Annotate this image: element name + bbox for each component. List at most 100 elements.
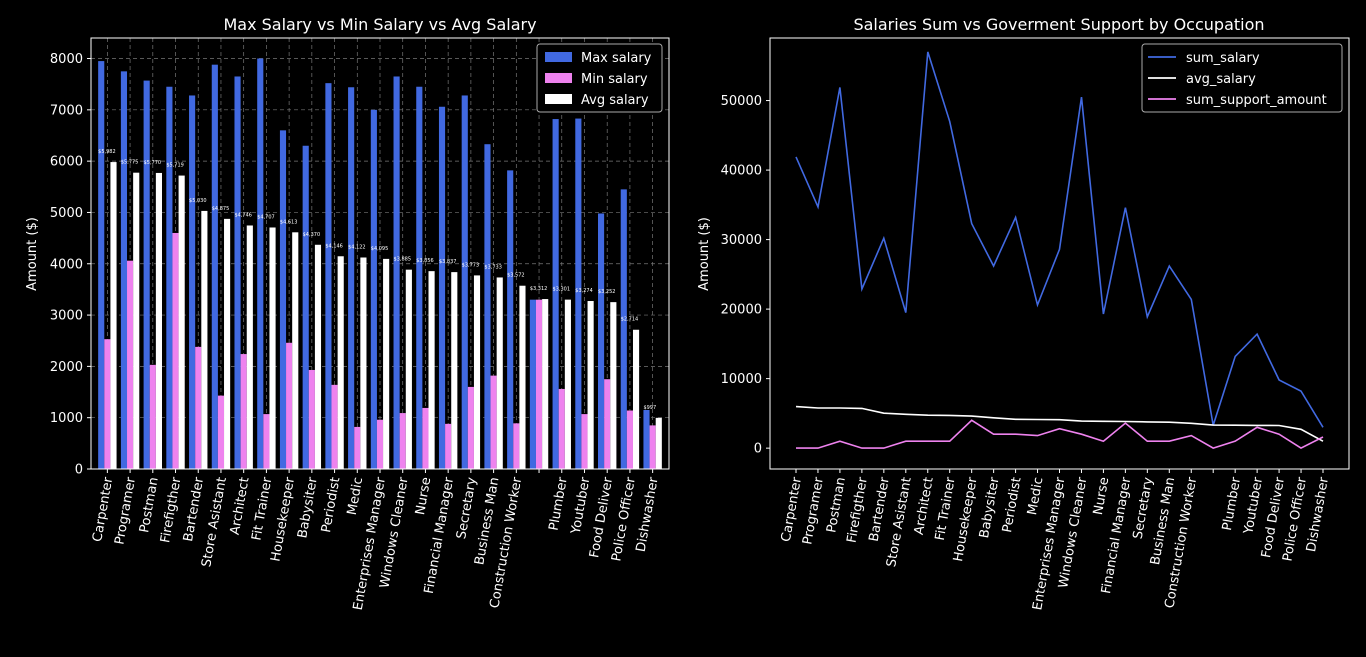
bar-avg-salary — [542, 299, 549, 469]
right-x-tick-label: Periodist — [1000, 476, 1025, 534]
left-legend-label: Min salary — [581, 72, 648, 87]
bar-data-label: $3,885 — [394, 257, 412, 263]
bar-data-label: $3,301 — [553, 287, 571, 293]
bar-min-salary — [604, 379, 611, 469]
bar-min-salary — [331, 384, 338, 469]
right-x-tick-label: Architect — [912, 476, 937, 536]
bar-min-salary — [308, 369, 315, 469]
bar-data-label: $4,746 — [234, 212, 252, 218]
bar-data-label: $4,613 — [280, 219, 298, 225]
right-y-tick-label: 10000 — [721, 372, 762, 387]
bar-avg-salary — [224, 218, 231, 469]
bar-avg-salary — [655, 417, 662, 469]
bar-data-label: $4,122 — [348, 245, 366, 251]
bar-min-salary — [263, 414, 270, 469]
left-y-tick-label: 5000 — [50, 206, 83, 221]
right-legend-label: sum_support_amount — [1186, 93, 1327, 108]
bar-min-salary — [513, 423, 520, 469]
left-bars — [98, 58, 662, 470]
left-x-tick-label: Periodist — [319, 476, 344, 534]
bar-data-label: $997 — [643, 405, 656, 411]
bar-max-salary — [348, 87, 355, 469]
bar-avg-salary — [428, 271, 435, 469]
bar-data-label: $4,707 — [257, 214, 275, 220]
bar-data-label: $5,775 — [121, 160, 139, 166]
bar-min-salary — [217, 395, 225, 469]
right-lines — [795, 51, 1324, 450]
bar-data-label: $2,714 — [621, 317, 639, 323]
left-y-tick-label: 7000 — [50, 103, 83, 118]
bar-avg-salary — [519, 285, 526, 469]
left-y-ticks: 0 1000 2000 3000 4000 5000 6000 7000 8000 — [50, 52, 91, 478]
right-y-tick-label: 0 — [754, 442, 762, 457]
left-x-tick-label: Architect — [228, 476, 253, 536]
left-y-tick-label: 2000 — [50, 360, 83, 375]
bar-data-label: $4,095 — [371, 246, 389, 252]
bar-avg-salary — [610, 302, 617, 469]
bar-min-salary — [195, 346, 202, 469]
bar-max-salary — [166, 86, 173, 469]
right-x-tick-label: Babysiter — [977, 475, 1003, 539]
bar-min-salary — [286, 342, 293, 469]
bar-max-salary — [143, 80, 150, 469]
left-bar-chart: Max Salary vs Min Salary vs Avg Salary A… — [25, 15, 670, 611]
bar-avg-salary — [360, 257, 367, 469]
left-x-tick-label: Medic — [345, 476, 366, 516]
right-x-tick-label: Bartender — [867, 475, 893, 542]
bar-data-label: $3,252 — [598, 289, 616, 295]
left-y-tick-label: 3000 — [50, 309, 83, 324]
bar-max-salary — [552, 119, 559, 470]
bar-max-salary — [461, 95, 468, 469]
bar-avg-salary — [337, 256, 344, 469]
left-x-tick-label: Youtuber — [569, 475, 594, 536]
bar-avg-salary — [292, 232, 299, 469]
bar-max-salary — [189, 95, 196, 469]
bar-max-salary — [393, 76, 400, 469]
right-x-tick-label: Medic — [1025, 476, 1046, 516]
bar-data-label: $5,982 — [98, 149, 116, 155]
bar-data-label: $5,719 — [166, 163, 184, 169]
right-x-tick-label: Postman — [824, 476, 849, 534]
left-x-tick-label: Dishwasher — [634, 475, 662, 553]
bar-max-salary — [98, 61, 105, 469]
bar-avg-salary — [269, 227, 276, 469]
left-x-tick-label: Plumber — [547, 475, 571, 531]
line-sum-salary — [795, 51, 1324, 428]
bar-min-salary — [467, 386, 474, 469]
left-legend-swatch — [545, 52, 572, 62]
bar-min-salary — [535, 299, 543, 469]
bar-max-salary — [234, 76, 241, 469]
bar-max-salary — [120, 71, 128, 469]
left-legend-swatch — [545, 73, 572, 83]
bar-max-salary — [370, 109, 377, 469]
bar-max-salary — [529, 299, 536, 469]
right-y-tick-label: 30000 — [721, 233, 762, 248]
left-x-tick-label: Programer — [112, 475, 139, 545]
bar-data-label: $5,770 — [144, 160, 162, 166]
line-sum-support-amount — [796, 419, 1324, 450]
bar-max-salary — [438, 106, 446, 469]
left-x-tick-label: Nurse — [413, 476, 434, 516]
right-y-ticks: 0 10000 20000 30000 40000 50000 — [721, 94, 770, 457]
right-y-tick-label: 40000 — [721, 164, 762, 179]
left-legend-label: Max salary — [581, 51, 652, 66]
bar-data-label: $4,875 — [212, 206, 230, 212]
right-legend-box — [1141, 43, 1343, 113]
bar-avg-salary — [110, 162, 117, 470]
bar-min-salary — [240, 354, 247, 469]
right-y-axis-label: Amount ($) — [697, 217, 712, 291]
bar-avg-salary — [405, 269, 412, 469]
left-x-tick-label: Carpenter — [90, 475, 116, 543]
right-x-tick-label: Plumber — [1220, 475, 1244, 531]
left-legend-label: Avg salary — [581, 93, 649, 108]
bar-max-salary — [507, 170, 514, 469]
left-legend: Max salary Min salary Avg salary — [536, 43, 663, 113]
line-avg-salary — [795, 405, 1324, 442]
bar-avg-salary — [587, 301, 594, 469]
right-x-ticks: CarpenterProgramerPostmanFirefigtherBart… — [779, 469, 1332, 611]
bar-data-label: $4,370 — [303, 232, 321, 238]
bar-data-label: $3,312 — [530, 286, 548, 292]
left-data-labels: $5,982 $5,775 $5,770 $5,719 $5,030 $4,875 $4,7… — [98, 149, 656, 411]
left-x-tick-label: Bartender — [181, 475, 207, 542]
